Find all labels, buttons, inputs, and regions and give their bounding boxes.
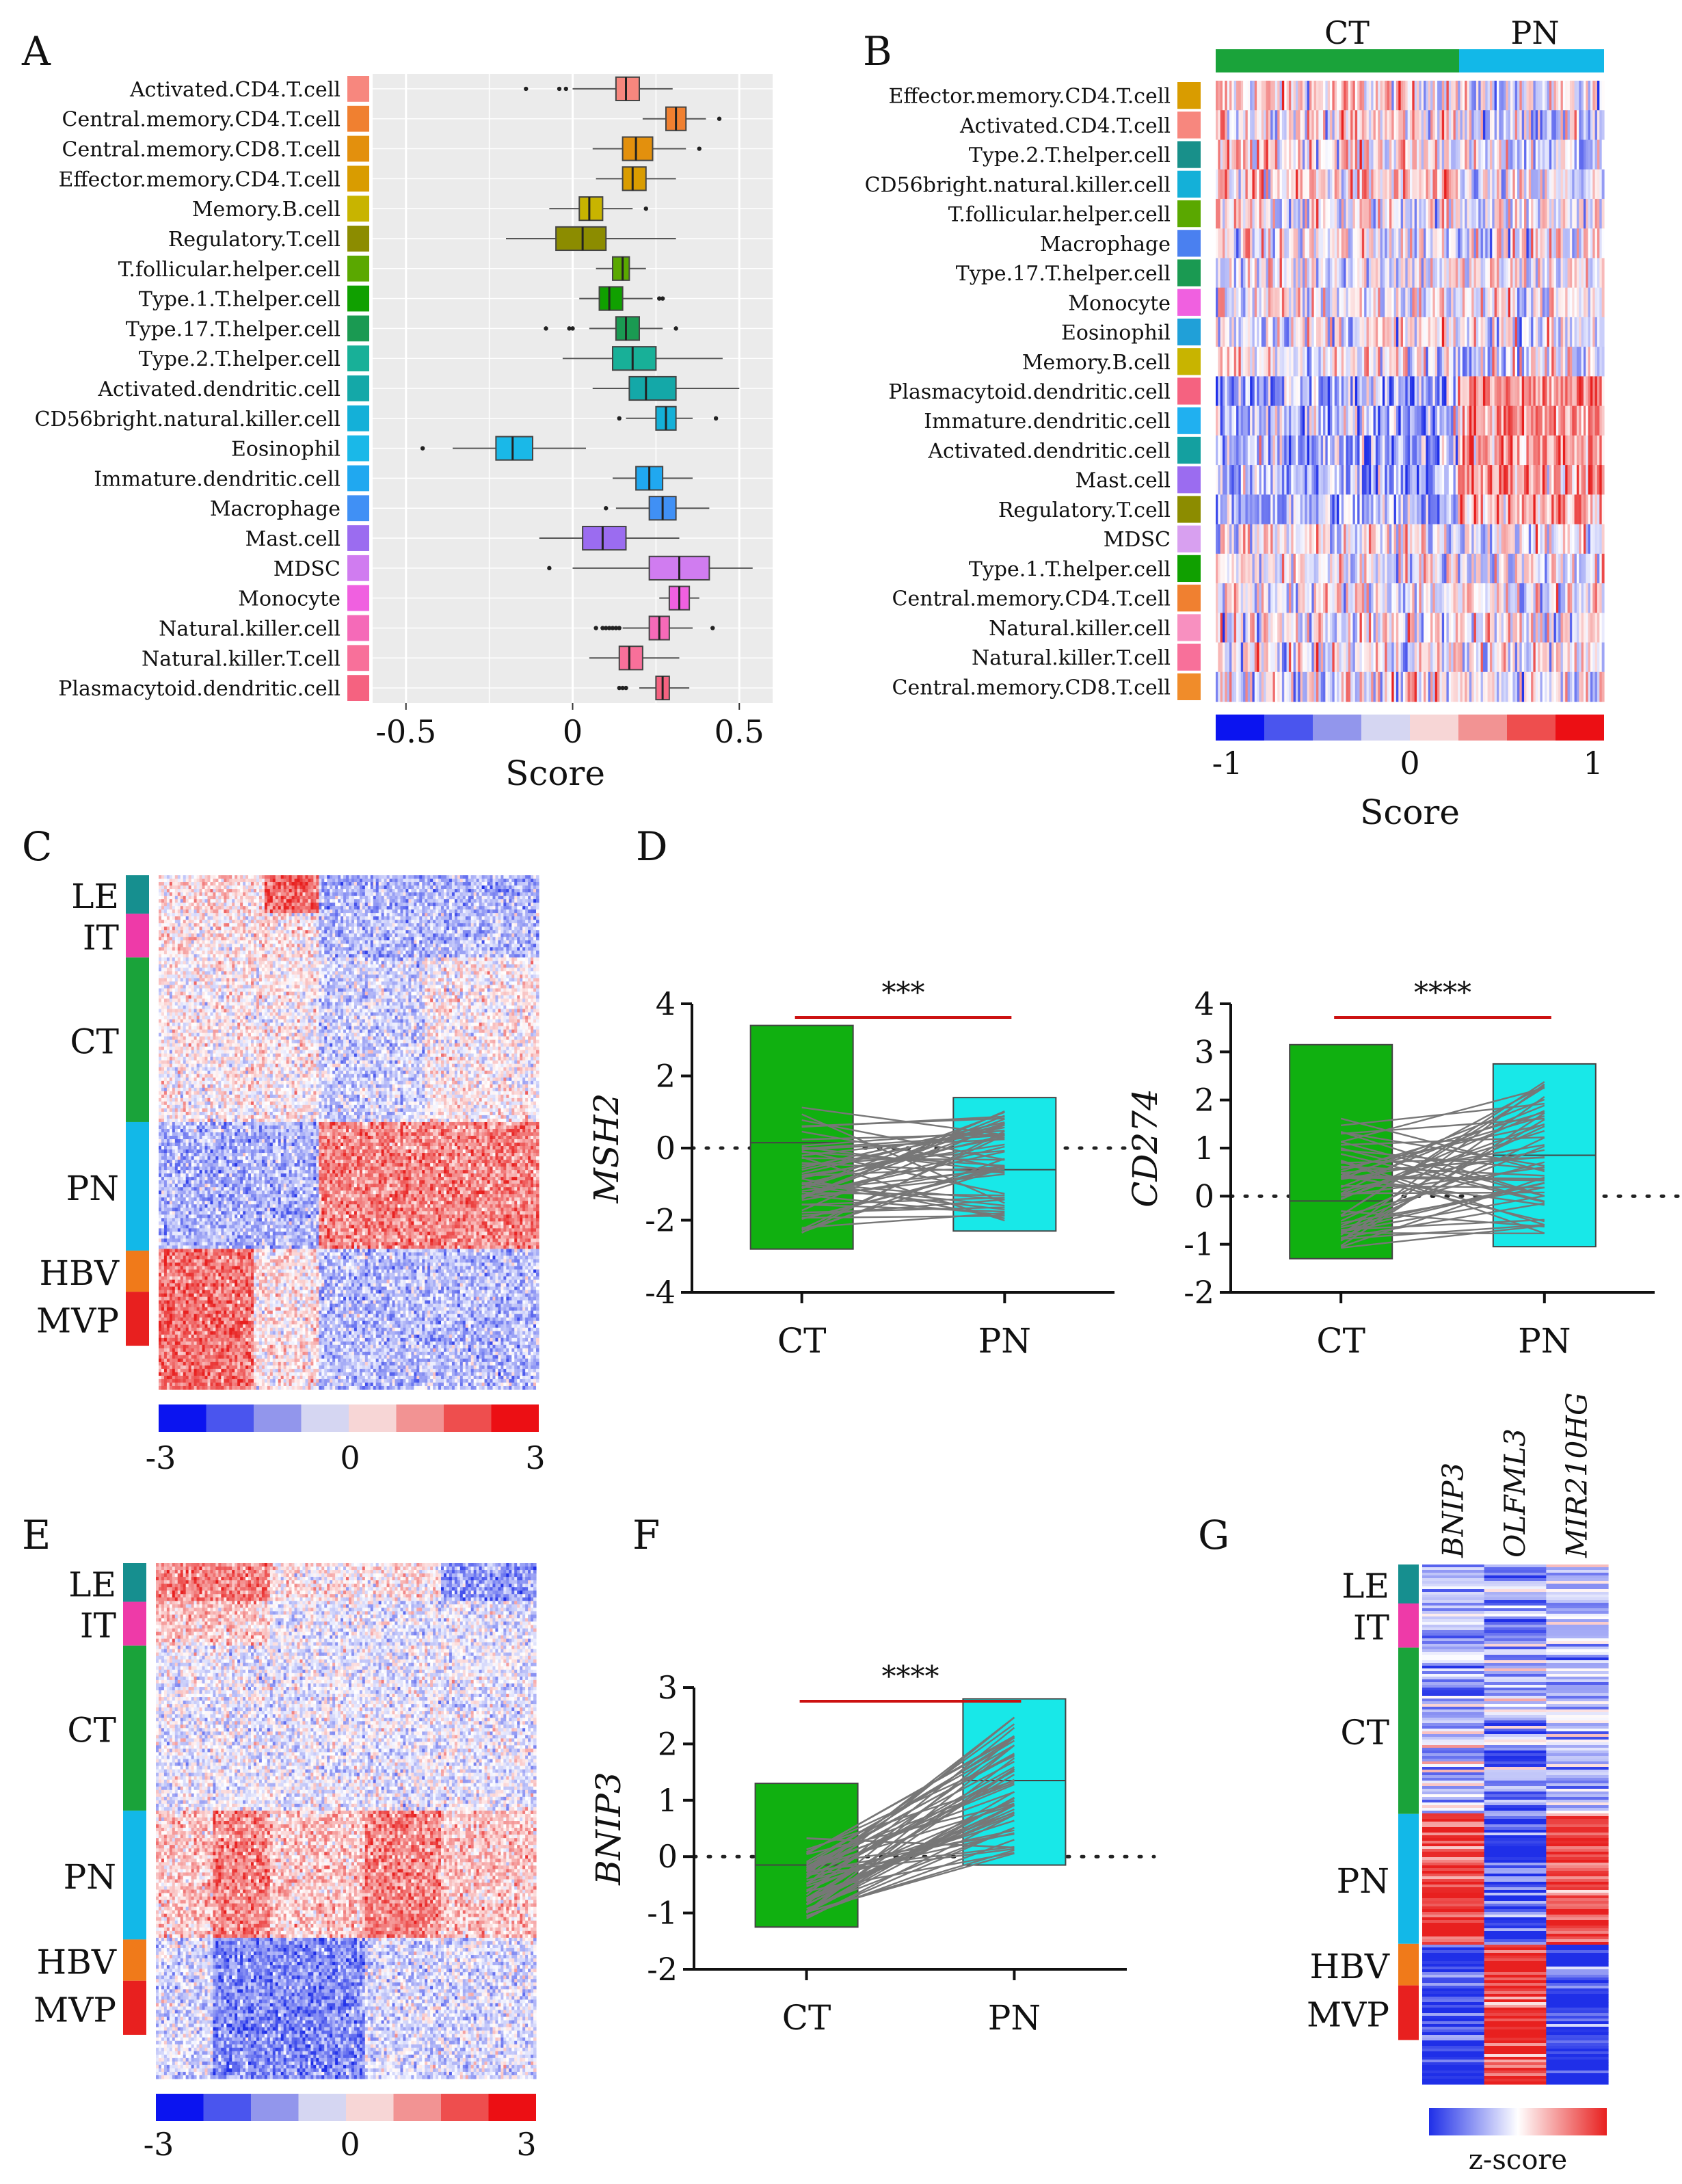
panel-a-outlier <box>697 146 702 150</box>
panel-a-category-label: MDSC <box>273 557 341 581</box>
panel-a-outlier <box>624 686 628 690</box>
panel-a-box <box>623 167 646 190</box>
panel-a-strip-cell <box>347 495 369 521</box>
panel-a-category-label: Effector.memory.CD4.T.cell <box>58 168 341 191</box>
panel-a-category-label: Regulatory.T.cell <box>168 228 341 252</box>
panel-b-heat-cell <box>1602 110 1605 140</box>
panel-a-category-label: Central.memory.CD4.T.cell <box>62 108 341 132</box>
panel-a-category-label: Macrophage <box>210 497 341 521</box>
panel-a-category-label: T.follicular.helper.cell <box>118 258 341 282</box>
panel-a-strip-cell <box>347 286 369 312</box>
panel-a-category-label: Activated.dendritic.cell <box>97 377 341 401</box>
panel-a-outlier <box>420 446 425 450</box>
panel-a-outlier <box>544 326 548 330</box>
panel-a-category-label: Memory.B.cell <box>192 198 341 222</box>
panel-a-category-label: Plasmacytoid.dendritic.cell <box>58 677 341 701</box>
panel-b-group-label-pn: PN <box>1510 14 1559 51</box>
panel-a-outlier <box>660 296 665 300</box>
panel-a-strip-cell <box>347 76 369 102</box>
panel-a-strip-cell <box>347 466 369 492</box>
panel-a-tick-label: 0.5 <box>715 713 764 750</box>
panel-a-strip-cell <box>347 136 369 162</box>
panel-a-strip-cell <box>347 555 369 581</box>
panel-label-b: B <box>863 28 892 75</box>
panel-a-outlier <box>557 87 561 91</box>
panel-a-strip-cell <box>347 645 369 671</box>
panel-a-outlier <box>593 626 598 630</box>
panel-a-strip-cell <box>347 345 369 371</box>
panel-a-category-label: Type.1.T.helper.cell <box>139 288 341 312</box>
panel-a-strip-cell <box>347 315 369 341</box>
panel-a-outlier <box>570 326 574 330</box>
panel-a-outlier <box>644 207 648 211</box>
panel-a-strip-cell <box>347 256 369 282</box>
panel-a-box <box>600 287 623 310</box>
panel-a-outlier <box>617 416 622 421</box>
panel-a-category-label: Mast.cell <box>245 527 341 551</box>
panel-a-category-label: Eosinophil <box>231 438 341 462</box>
panel-a-category-label: Immature.dendritic.cell <box>94 467 341 491</box>
panel-a-outlier <box>524 87 528 91</box>
panel-a-box <box>613 257 629 280</box>
panel-b-group-bar-ct <box>1216 49 1459 72</box>
panel-a-box <box>579 197 602 220</box>
panel-a-outlier <box>564 87 568 91</box>
figure-canvas: A Activated.CD4.T.cell Central.memory.CD4… <box>0 0 1682 2184</box>
panel-a-outlier <box>717 117 721 121</box>
panel-b-heat-cell <box>1602 81 1605 111</box>
panel-a-box <box>629 377 676 400</box>
panel-a-strip-cell <box>347 226 369 252</box>
panel-a-strip-cell <box>347 436 369 462</box>
panel-a-outlier <box>714 416 718 421</box>
panel-a-category-label: Monocyte <box>238 587 341 611</box>
panel-a-box <box>616 317 639 340</box>
panel-a-outlier <box>604 506 608 510</box>
panel-a-box <box>583 527 626 550</box>
panel-a-strip-cell <box>347 196 369 222</box>
panel-a-category-label: Natural.killer.cell <box>159 617 341 641</box>
panel-b: B CT PN Effector.memory.CD4.T.cellActiva… <box>863 14 1605 832</box>
panel-b-group-bar-pn <box>1459 49 1604 72</box>
panel-a-box <box>619 646 643 669</box>
panel-a-category-label: Central.memory.CD8.T.cell <box>62 138 341 162</box>
panel-a-category-label: Type.2.T.helper.cell <box>139 347 341 371</box>
panel-b-heat-cell <box>1602 170 1605 200</box>
panel-a-outlier <box>547 566 551 570</box>
panel-a-category-label: Activated.CD4.T.cell <box>129 78 341 102</box>
panel-a-strip-cell <box>347 375 369 401</box>
panel-a-x-ticks: -0.5 0 0.5 <box>375 703 764 750</box>
panel-a-outlier <box>617 626 622 630</box>
panel-b-heatmap <box>1216 81 1605 702</box>
panel-a-category-label: Natural.killer.T.cell <box>142 647 341 671</box>
panel-a-category-labels: Activated.CD4.T.cell Central.memory.CD4.T… <box>35 78 341 701</box>
panel-a: A Activated.CD4.T.cell Central.memory.CD4… <box>21 28 773 793</box>
panel-a-strip-cell <box>347 615 369 641</box>
panel-a-strip-cell <box>347 675 369 701</box>
panel-b-group-label-ct: CT <box>1324 14 1370 51</box>
panel-a-category-label: Type.17.T.helper.cell <box>126 317 341 341</box>
panel-a-tick-label: -0.5 <box>375 713 436 750</box>
panel-a-strip-cell <box>347 405 369 431</box>
panel-a-outlier <box>710 626 715 630</box>
panel-a-box <box>613 347 656 370</box>
panel-a-box <box>556 227 606 250</box>
panel-a-category-label: CD56bright.natural.killer.cell <box>35 408 341 431</box>
panel-a-color-strip <box>347 76 369 701</box>
panel-a-box <box>496 437 533 460</box>
panel-a-outlier <box>673 326 678 330</box>
panel-a-strip-cell <box>347 585 369 611</box>
panel-a-box <box>623 137 653 160</box>
panel-b-heat-cell <box>1602 139 1605 170</box>
panel-label-a: A <box>21 28 51 75</box>
panel-a-tick-label: 0 <box>563 713 583 750</box>
panel-a-strip-cell <box>347 106 369 132</box>
panel-a-strip-cell <box>347 165 369 191</box>
panel-a-x-axis-label: Score <box>505 754 605 793</box>
panel-a-box <box>616 77 639 101</box>
panel-a-strip-cell <box>347 525 369 551</box>
